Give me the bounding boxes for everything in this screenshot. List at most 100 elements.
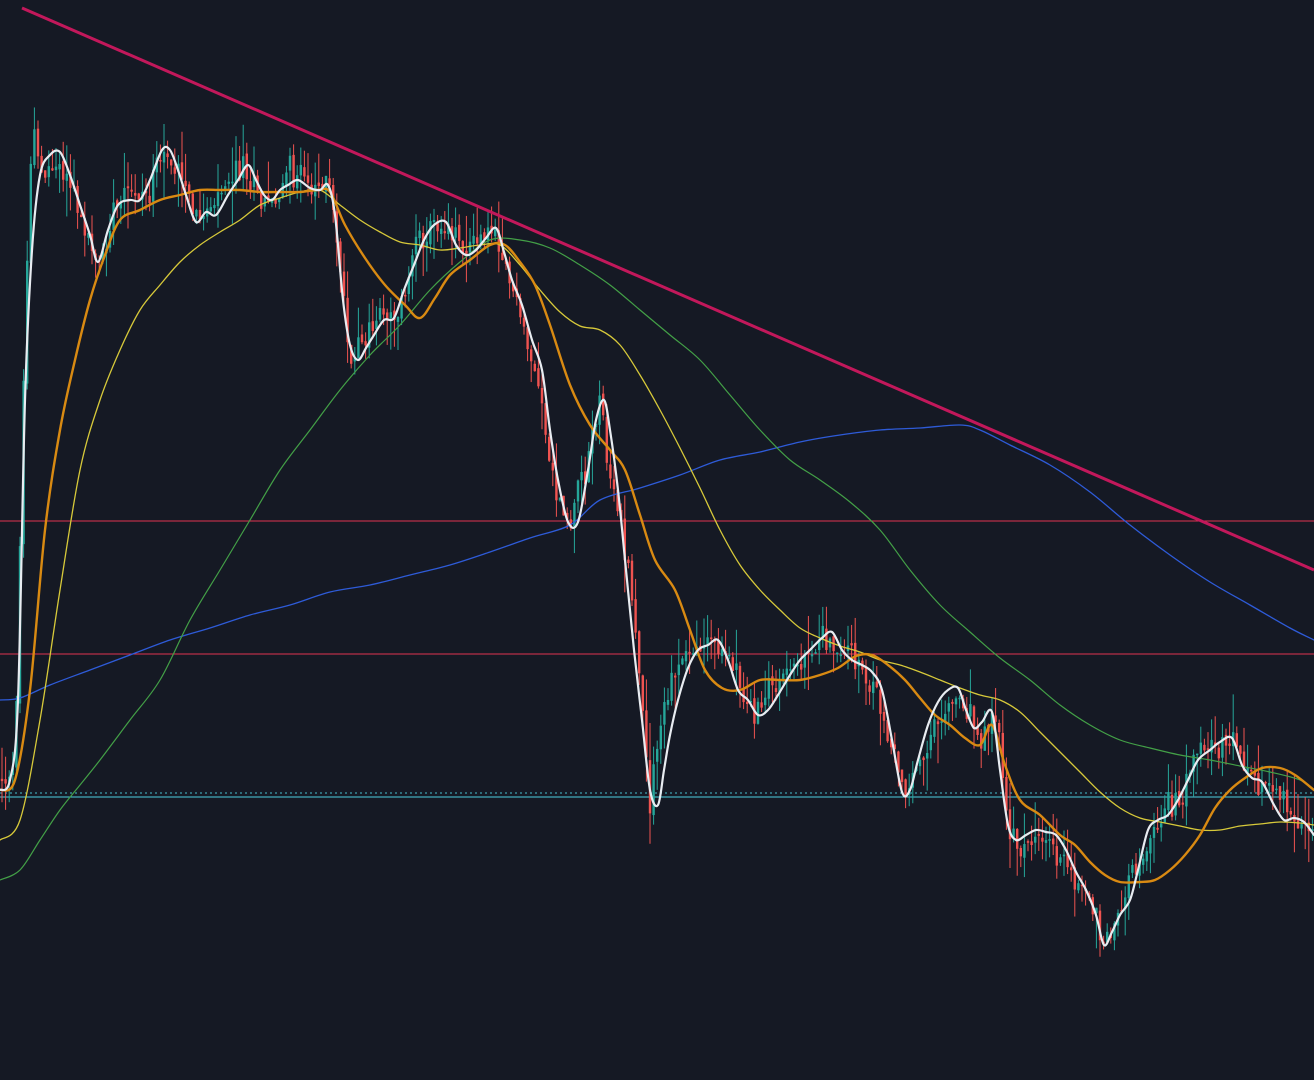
candle-body [670,672,673,701]
candle-body [468,241,472,253]
candle-body [303,167,306,177]
candle [576,479,580,514]
candle [1127,863,1130,920]
candle [540,367,544,430]
candle [447,203,450,240]
ma-green-line [0,237,1314,881]
candle [1037,817,1040,851]
candle-body [576,480,580,502]
candle-body [605,416,608,463]
candle [306,153,310,197]
candle [1246,744,1249,786]
candle-body [1282,790,1285,800]
candle-body [641,675,644,711]
candle [612,465,616,502]
candle [1282,782,1285,814]
candle [173,148,176,185]
candle-body [580,471,583,481]
candle [684,640,688,671]
candle-body [954,698,958,705]
candle-body [274,199,277,204]
candle [231,147,234,224]
candle-body [126,186,130,189]
candle [1048,825,1051,858]
candle [1217,743,1220,769]
candle [1055,818,1058,879]
candle-body [378,307,382,320]
candle [706,615,709,662]
candle-body [530,349,533,362]
candle-body [299,164,302,176]
candle-body [1149,838,1152,854]
candle-body [1113,923,1116,941]
candle [220,185,223,201]
candle [54,147,58,179]
candle-body [400,295,403,319]
candle-body [80,214,83,218]
candle-body [1052,838,1055,845]
candle [44,170,47,184]
candle-body [1070,867,1073,871]
candle-body [767,677,770,699]
candle [764,670,767,715]
candle-body [389,312,392,319]
candle-body [447,223,450,235]
candle [803,649,806,689]
candle-body [1203,744,1206,751]
candle-body [652,764,655,816]
candle-body [681,658,684,665]
candle-body [872,681,875,694]
candle [1235,726,1238,749]
candle [62,141,65,192]
candle-body [900,769,904,782]
candle-body [677,664,680,676]
ma-blue-line [0,424,1314,701]
candle [260,188,263,217]
candle-body [1228,743,1231,746]
candle-body [1005,776,1008,811]
candle-body [533,363,536,372]
candle-body [1145,851,1148,862]
candle-body [929,734,932,751]
candle [1250,765,1253,773]
candle-body [522,317,526,327]
candle [458,214,461,250]
candle-body [465,250,468,254]
candle-body [494,228,497,237]
candle [756,697,760,725]
candle-body [569,519,572,529]
candle [429,213,432,254]
candle [1059,854,1062,866]
candle-body [1260,781,1264,793]
candle-body [1278,786,1282,800]
candle-body [1311,829,1314,831]
candle [130,174,133,198]
candle-body [292,154,295,188]
candle [1224,728,1228,765]
trendline-group [21,6,1314,572]
candle-body [1019,848,1022,857]
candle-body [958,697,961,700]
candle-body [1026,841,1030,843]
candle [126,162,130,229]
candle-body [785,668,788,675]
candle-body [1131,865,1134,873]
candle-body [1012,828,1015,838]
candle-body [994,715,997,722]
candle-body [656,748,659,762]
candle-body [180,162,184,180]
candle [634,578,637,639]
candle-body [220,192,223,195]
candle-body [375,320,378,330]
candle [170,159,173,175]
candle-body [170,159,173,166]
candle-body [1016,828,1019,849]
candle-body [368,322,371,348]
candle-body [65,173,68,181]
candle [1023,813,1026,878]
candle-body [864,666,868,684]
candle-body [454,227,457,238]
candle-body [198,209,202,220]
